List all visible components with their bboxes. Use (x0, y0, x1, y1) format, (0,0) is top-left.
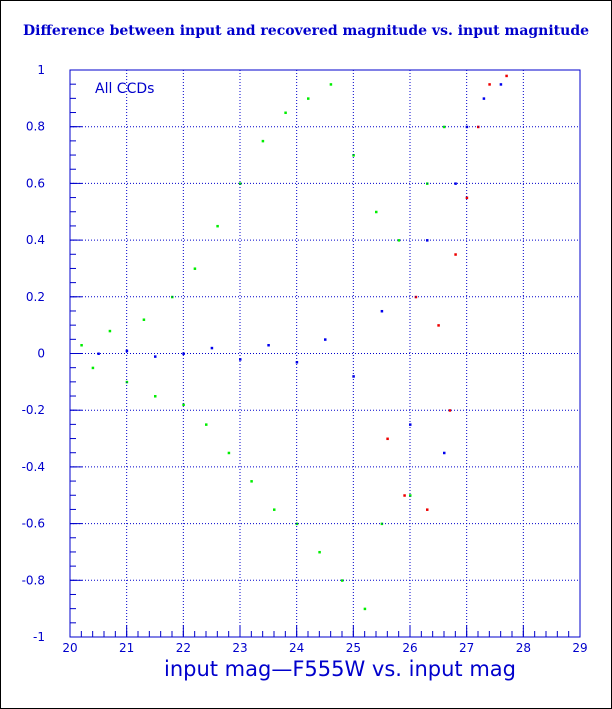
y-tick-label: -0.2 (22, 403, 45, 417)
data-point (380, 309, 384, 313)
y-tick-label: 0.2 (26, 290, 45, 304)
points-layer (80, 74, 508, 611)
x-tick-label: 26 (402, 641, 417, 655)
data-point (454, 253, 457, 256)
data-point (307, 97, 310, 100)
data-point (142, 318, 146, 321)
data-point (108, 329, 112, 333)
y-tick-label: 0.6 (26, 176, 45, 190)
data-point (227, 451, 231, 455)
data-point (182, 403, 185, 407)
data-point (437, 324, 440, 327)
data-point (443, 125, 446, 129)
data-point (397, 239, 401, 242)
data-point (154, 395, 157, 398)
y-tick-label: -0.6 (22, 517, 45, 531)
data-point (97, 352, 100, 355)
x-tick-label: 28 (516, 641, 531, 655)
x-tick-label: 25 (346, 641, 361, 655)
data-point (193, 267, 197, 270)
y-tick-label: -1 (33, 630, 45, 644)
y-tick-label: 1 (37, 63, 45, 77)
data-point (426, 508, 429, 511)
data-point (448, 409, 452, 412)
data-point (80, 343, 83, 347)
x-tick-label: 21 (119, 641, 134, 655)
x-tick-label: 20 (62, 641, 77, 655)
data-point (267, 343, 270, 347)
data-point (295, 361, 299, 364)
x-tick-label: 22 (176, 641, 191, 655)
data-point (482, 97, 486, 100)
data-point (403, 494, 406, 497)
data-point (352, 154, 355, 157)
data-point (375, 210, 378, 214)
data-point (284, 111, 287, 115)
data-point (499, 83, 503, 86)
data-point (386, 437, 389, 441)
chart-title: Difference between input and recovered m… (22, 23, 590, 39)
data-point (125, 349, 129, 353)
data-point (363, 607, 367, 611)
data-point (443, 451, 446, 455)
data-point (341, 579, 344, 582)
data-point (261, 139, 265, 143)
data-point (454, 182, 457, 185)
data-point (380, 522, 384, 526)
data-point (465, 196, 469, 200)
y-tick-label: 0.4 (26, 233, 45, 247)
y-tick-label: 0 (37, 347, 45, 361)
y-tick-label: -0.8 (22, 573, 45, 587)
x-tick-label: 23 (232, 641, 247, 655)
data-point (505, 74, 508, 78)
ticks-layer: 20 21 22 23 24 25 26 27 28 29 1 0.8 0.6 0.4 0.2 0 -0.2 -0… (22, 63, 588, 655)
data-point (324, 338, 327, 341)
data-point (488, 83, 491, 86)
grid-layer (70, 70, 580, 637)
data-point (409, 494, 412, 497)
data-point (273, 508, 276, 511)
data-point (250, 480, 253, 483)
x-tick-label: 24 (289, 641, 304, 655)
series-2 (386, 74, 508, 511)
x-tick-label: 27 (459, 641, 474, 655)
all-ccds-annotation: All CCDs (95, 81, 154, 97)
data-point (210, 346, 214, 350)
data-point (329, 83, 333, 86)
series-0 (80, 83, 446, 611)
data-point (239, 358, 242, 361)
data-point (154, 355, 157, 358)
data-point (216, 224, 219, 228)
y-tick-label: -0.4 (22, 460, 45, 474)
x-axis-label: input mag—F555W vs. input mag (163, 657, 517, 681)
data-point (318, 550, 321, 554)
data-point (205, 423, 208, 426)
x-tick-label: 29 (572, 641, 587, 655)
series-1 (97, 83, 503, 455)
y-tick-label: 0.8 (26, 120, 45, 134)
data-point (91, 366, 95, 370)
data-point (239, 182, 242, 185)
data-point (182, 352, 185, 355)
